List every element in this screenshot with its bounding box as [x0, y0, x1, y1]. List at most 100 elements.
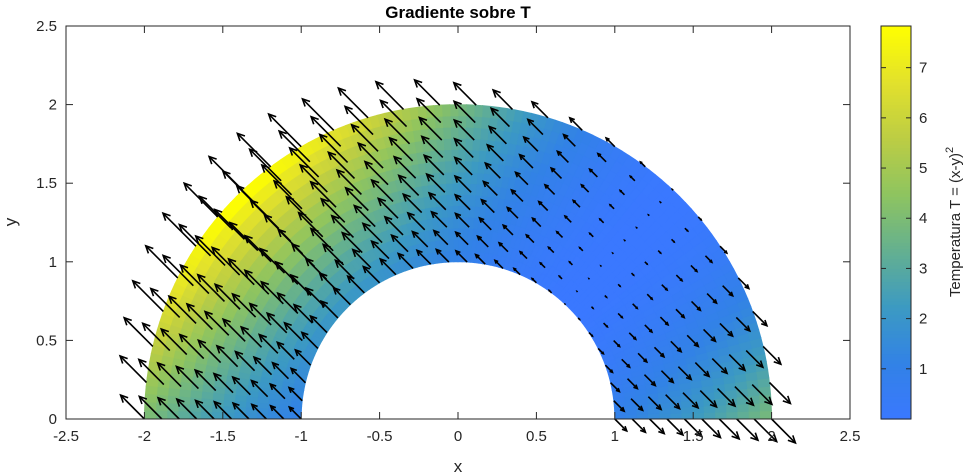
colorbar-strip — [881, 32, 911, 37]
gradient-arrow — [434, 248, 450, 263]
colorbar-strip — [881, 297, 911, 302]
gradient-arrow — [661, 284, 669, 292]
gradient-arrow — [287, 386, 303, 402]
arrow-shaft — [294, 349, 312, 366]
colorbar-strip — [881, 186, 911, 191]
arrow-shaft — [706, 293, 718, 304]
arrow-head — [452, 100, 462, 110]
arrow-head — [637, 405, 644, 412]
gradient-arrow — [537, 200, 549, 212]
colorbar-tick-label: 1 — [919, 361, 927, 378]
arrow-head — [648, 328, 654, 334]
gradient-arrow — [690, 300, 702, 312]
arrow-shaft — [178, 224, 212, 257]
gradient-arrow — [149, 287, 181, 319]
heatmap-cell — [670, 412, 683, 419]
arrow-shaft — [232, 376, 251, 396]
gradient-arrow — [227, 257, 255, 286]
gradient-arrow — [156, 361, 182, 388]
gradient-arrow — [590, 306, 595, 310]
gradient-arrow — [156, 396, 180, 420]
colorbar-tick-label: 5 — [919, 160, 927, 177]
colorbar-strip — [881, 310, 911, 315]
arrow-shaft — [523, 136, 539, 152]
arrow-shaft — [411, 231, 429, 248]
arrow-shaft — [506, 206, 519, 219]
colorbar-strip — [881, 212, 911, 217]
arrow-shaft — [630, 398, 644, 411]
colorbar-strip — [881, 78, 911, 83]
arrow-shaft — [752, 310, 768, 327]
arrow-head — [768, 433, 778, 443]
arrow-shaft — [309, 315, 328, 334]
gradient-arrow — [213, 400, 233, 420]
arrow-shaft — [490, 107, 510, 128]
arrow-shaft — [179, 264, 210, 295]
colorbar-strip — [881, 120, 911, 125]
gradient-arrow — [717, 388, 737, 408]
arrow-head — [196, 273, 206, 283]
gradient-arrow — [677, 366, 693, 381]
colorbar-strip — [881, 134, 911, 138]
x-tick-label: 1 — [611, 428, 619, 445]
colorbar-strip — [881, 147, 911, 152]
arrow-shaft — [768, 381, 791, 405]
arrow-shaft — [531, 101, 549, 119]
arrow-shaft — [393, 156, 417, 179]
arrow-shaft — [283, 322, 303, 342]
gradient-arrow — [639, 160, 646, 168]
arrow-head — [530, 277, 535, 281]
colorbar-strip — [881, 45, 911, 50]
heatmap-cell — [178, 389, 192, 399]
arrow-head — [335, 168, 345, 178]
gradient-arrow — [318, 133, 349, 163]
arrow-head — [474, 253, 480, 259]
heatmap-cell — [200, 391, 214, 401]
arrow-head — [141, 322, 151, 332]
gradient-arrow — [644, 261, 649, 266]
arrow-head — [676, 347, 683, 353]
arrow-shaft — [737, 277, 750, 290]
gradient-arrow — [343, 105, 374, 136]
gradient-arrow — [611, 251, 614, 255]
arrow-shaft — [214, 208, 246, 240]
arrow-shaft — [269, 405, 285, 420]
heatmap-cell — [452, 238, 459, 252]
arrow-head — [383, 215, 393, 225]
arrow-head — [452, 118, 463, 128]
gradient-arrow — [657, 250, 662, 255]
x-tick-label: -2.5 — [53, 428, 79, 445]
colorbar-strip — [881, 173, 911, 178]
arrow-head — [760, 319, 769, 328]
arrow-shaft — [514, 171, 529, 186]
arrow-head — [179, 263, 189, 273]
arrow-shaft — [653, 346, 665, 358]
gradient-arrow — [675, 274, 684, 283]
arrow-head — [537, 200, 543, 206]
gradient-arrow — [265, 311, 288, 334]
arrow-shaft — [569, 117, 583, 131]
arrow-shaft — [249, 302, 272, 326]
arrow-head — [203, 310, 213, 320]
gradient-arrow — [215, 344, 239, 368]
gradient-arrow — [476, 234, 489, 248]
y-tick-label: 1 — [49, 254, 57, 271]
heatmap-cell — [625, 413, 638, 419]
colorbar-gradient — [881, 26, 911, 420]
gradient-arrow — [185, 302, 213, 330]
colorbar-strip — [881, 124, 911, 129]
arrow-shaft — [703, 328, 717, 342]
arrow-shaft — [614, 418, 628, 432]
arrow-shaft — [453, 119, 475, 141]
arrow-shaft — [666, 418, 684, 436]
gradient-arrow — [327, 150, 356, 179]
arrow-shaft — [510, 189, 524, 203]
heatmap-cell — [144, 385, 158, 396]
arrow-head — [422, 153, 433, 164]
gradient-arrow — [194, 399, 215, 420]
arrow-shaft — [327, 151, 356, 179]
arrow-shaft — [261, 164, 293, 196]
heatmap-cell — [726, 411, 739, 419]
gradient-arrow — [608, 203, 615, 210]
axes-box — [65, 25, 851, 420]
